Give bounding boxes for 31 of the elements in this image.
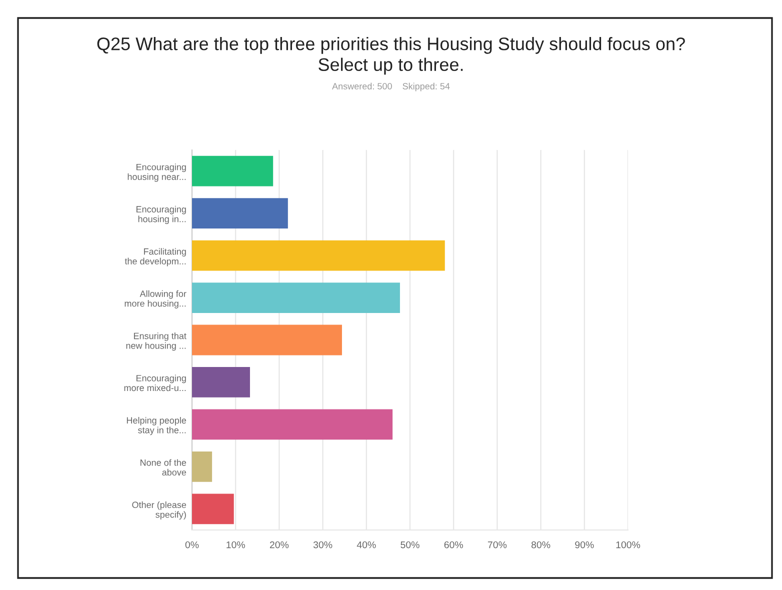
x-tick-label: 100% bbox=[616, 541, 640, 548]
y-tick-label: Ensuring that new housing ... bbox=[126, 332, 186, 351]
bar bbox=[192, 451, 212, 482]
bar bbox=[192, 494, 234, 524]
bar bbox=[192, 198, 288, 229]
y-tick-label: Facilitating the developm... bbox=[124, 248, 186, 266]
x-tick-label: 20% bbox=[270, 541, 289, 548]
y-tick-label: None of the above bbox=[140, 459, 186, 476]
y-tick-label: Encouraging more mixed-u... bbox=[124, 374, 186, 392]
y-tick-label: Encouraging housing near... bbox=[128, 164, 186, 182]
y-tick-label: Helping people stay in the... bbox=[126, 416, 186, 436]
y-tick-label: Encouraging housing in... bbox=[136, 206, 186, 224]
bar bbox=[192, 240, 445, 271]
x-tick-label: 0% bbox=[185, 541, 199, 548]
x-tick-label: 50% bbox=[400, 541, 420, 548]
chart-title: Q25 What are the top three priorities this Housing Study should focus on? Select up to three. bbox=[97, 37, 685, 75]
bar bbox=[192, 324, 342, 356]
x-tick-label: 10% bbox=[226, 541, 245, 548]
x-tick-label: 90% bbox=[575, 541, 594, 548]
y-tick-label: Allowing for more housing... bbox=[124, 290, 186, 308]
bar bbox=[192, 409, 393, 440]
bar bbox=[192, 156, 274, 186]
y-tick-label: Other (please specify) bbox=[132, 501, 186, 520]
bar bbox=[192, 282, 400, 313]
x-tick-label: 80% bbox=[531, 541, 550, 548]
x-tick-label: 70% bbox=[488, 541, 507, 548]
x-tick-label: 30% bbox=[313, 541, 332, 548]
bar bbox=[192, 367, 250, 398]
x-tick-label: 40% bbox=[356, 541, 376, 548]
x-tick-label: 60% bbox=[444, 541, 463, 548]
chart-subtitle: Answered: 500 Skipped: 54 bbox=[332, 82, 450, 92]
